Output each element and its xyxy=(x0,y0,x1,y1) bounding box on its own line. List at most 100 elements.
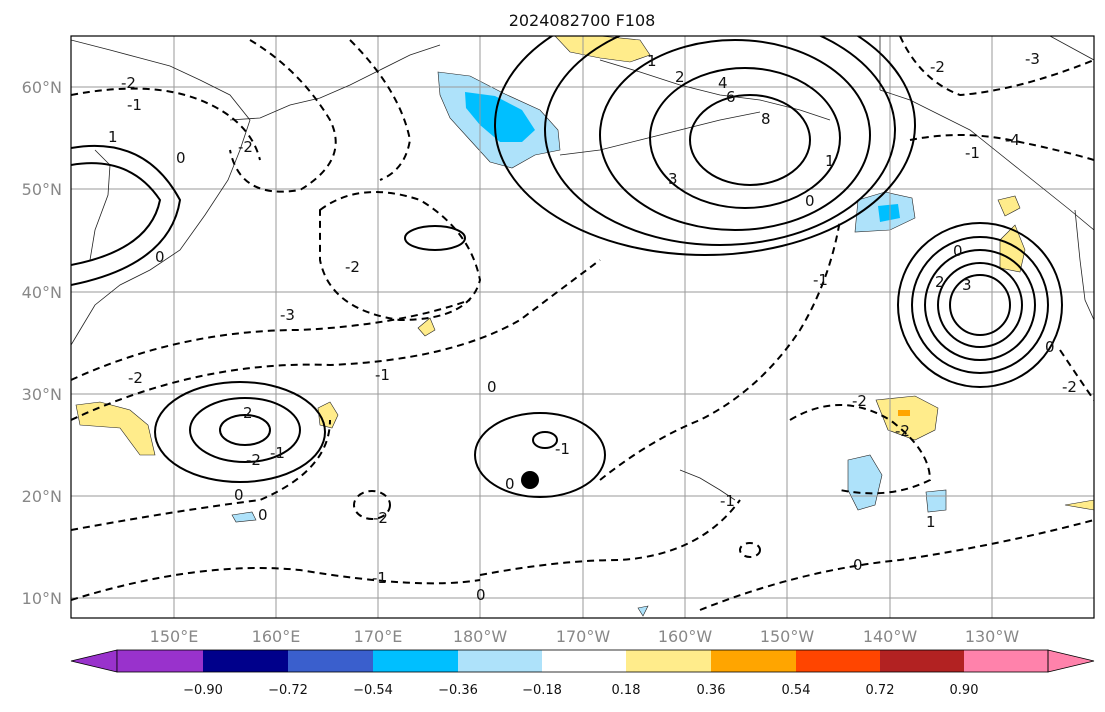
lat-label: 30°N xyxy=(22,385,62,404)
contour-label: -4 xyxy=(1005,131,1020,149)
latitude-labels: 60°N 50°N 40°N 30°N 20°N 10°N xyxy=(22,78,62,608)
contour-label: -3 xyxy=(1025,50,1040,68)
colorbar-segment xyxy=(964,650,1048,672)
contour-small-zero xyxy=(404,225,466,251)
colorbar-tick: −0.72 xyxy=(268,683,308,698)
map-title: 2024082700 F108 xyxy=(509,11,656,30)
lon-label: 160°E xyxy=(252,627,301,646)
contour-label: 0 xyxy=(953,242,963,260)
contour-high-3 xyxy=(599,39,871,231)
contour-label: 4 xyxy=(718,74,728,92)
colorbar-tick: 0.54 xyxy=(782,683,811,698)
contour-label: 8 xyxy=(761,110,771,128)
colorbar-low-extend xyxy=(70,649,118,673)
contour-sw-2 xyxy=(189,397,301,463)
contour-high-5 xyxy=(494,36,916,256)
colorbar-segment xyxy=(458,650,542,672)
contour-dashed-10 xyxy=(699,519,1094,611)
contour-label: 2 xyxy=(935,273,945,291)
yellow-region-center-east xyxy=(875,395,939,441)
lon-label: 180°W xyxy=(453,627,508,646)
colorbar-segment xyxy=(117,650,203,672)
lon-label: 160°W xyxy=(658,627,713,646)
lat-label: 10°N xyxy=(22,589,62,608)
colorbar-tick: 0.90 xyxy=(950,683,979,698)
contour-label: 0 xyxy=(853,556,863,574)
contour-east-2 xyxy=(937,262,1023,348)
colorbar-segment xyxy=(796,650,880,672)
contour-center-2 xyxy=(532,431,558,449)
contour-label: 0 xyxy=(155,248,165,266)
coastlines xyxy=(71,36,1094,501)
contour-dashed-2 xyxy=(71,299,471,381)
colorbar-tick: 0.36 xyxy=(697,683,726,698)
contour-label: -1 xyxy=(965,144,980,162)
blue-region-south-east xyxy=(847,454,883,511)
lat-label: 50°N xyxy=(22,180,62,199)
storm-center-dot xyxy=(521,471,539,489)
contour-east-5 xyxy=(897,222,1063,388)
blue-core-east xyxy=(878,204,900,222)
colorbar-tick: −0.18 xyxy=(522,683,562,698)
contour-nw-2 xyxy=(71,144,182,286)
contour-label: -2 xyxy=(121,74,136,92)
orange-core xyxy=(898,410,910,416)
contours xyxy=(71,36,1094,611)
contour-label: -3 xyxy=(280,306,295,324)
contour-center-1 xyxy=(474,412,606,498)
contour-high-1 xyxy=(689,94,811,186)
lon-label: 150°E xyxy=(150,627,199,646)
map-frame xyxy=(70,35,1095,619)
blue-region-small-3 xyxy=(637,605,649,617)
contour-label: 0 xyxy=(487,378,497,396)
contour-dashed-9 xyxy=(789,404,932,495)
contour-label: 2 xyxy=(243,404,253,422)
contour-label: -1 xyxy=(555,440,570,458)
lon-label: 130°W xyxy=(965,627,1020,646)
contour-dashed-17 xyxy=(349,39,412,181)
colorbar-tick: −0.90 xyxy=(183,683,223,698)
blue-anomaly-core xyxy=(465,92,535,142)
contour-dashed-11 xyxy=(1059,349,1094,401)
colorbar-segment xyxy=(542,650,626,672)
lat-label: 60°N xyxy=(22,78,62,97)
contour-label: 0 xyxy=(805,192,815,210)
contour-label: 2 xyxy=(675,68,685,86)
contour-east-4 xyxy=(911,236,1049,374)
lon-label: 170°E xyxy=(354,627,403,646)
contour-label: -1 xyxy=(270,444,285,462)
colorbar-high-extend xyxy=(1047,649,1095,673)
contour-label: -2 xyxy=(238,138,253,156)
contour-label: -2 xyxy=(1062,378,1077,396)
contour-label: 3 xyxy=(668,170,678,188)
contour-label: 1 xyxy=(926,513,936,531)
contour-high-2 xyxy=(649,67,841,209)
contour-east-1 xyxy=(949,274,1011,336)
contour-sw-3 xyxy=(154,381,326,483)
blue-region-small-2 xyxy=(231,511,257,523)
contour-label: 6 xyxy=(726,88,736,106)
yellow-region-coast-2 xyxy=(999,224,1026,273)
contour-label-group: -2 -1 1 0 -2 0 -2 -3 -1 -2 0 2 -1 0 -1 -… xyxy=(108,50,1077,604)
contour-label: -2 xyxy=(128,369,143,387)
contour-label: 1 xyxy=(647,52,657,70)
contour-label: -2 xyxy=(246,451,261,469)
colorbar-segment xyxy=(880,650,964,672)
colorbar-segment xyxy=(626,650,711,672)
contour-dashed-12 xyxy=(899,36,1094,97)
contour-dashed-4 xyxy=(71,567,481,601)
contour-label: 1 xyxy=(825,152,835,170)
contour-label: -2 xyxy=(852,392,867,410)
contour-label: -1 xyxy=(720,492,735,510)
lon-label: 150°W xyxy=(760,627,815,646)
colorbar-segment xyxy=(373,650,458,672)
lon-label: 140°W xyxy=(863,627,918,646)
colorbar-segment xyxy=(288,650,373,672)
lat-label: 20°N xyxy=(22,487,62,506)
yellow-region-west xyxy=(75,401,156,456)
longitude-labels: 150°E 160°E 170°E 180°W 170°W 160°W 150°… xyxy=(150,627,1020,646)
gridlines xyxy=(71,36,1094,618)
contour-label: 1 xyxy=(108,128,118,146)
contour-label: -2 xyxy=(345,258,360,276)
